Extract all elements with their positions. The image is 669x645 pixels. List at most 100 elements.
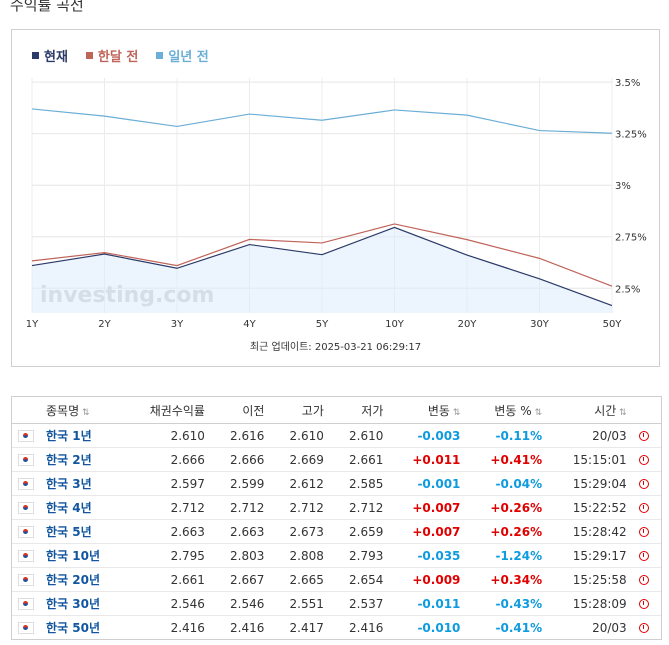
korea-flag-icon bbox=[18, 550, 34, 562]
cell-time: 15:22:52 bbox=[548, 495, 633, 520]
cell-low: 2.712 bbox=[329, 495, 390, 520]
sort-icon[interactable]: ⇅ bbox=[616, 407, 627, 418]
table-row: 한국 10년 2.795 2.803 2.808 2.793 -0.035 -1.24% 15… bbox=[12, 543, 661, 568]
flag-cell bbox=[12, 423, 40, 448]
clock-icon bbox=[638, 431, 649, 441]
legend-item[interactable]: 한달 전 bbox=[85, 46, 139, 65]
x-tick-label: 20Y bbox=[458, 319, 478, 330]
flag-cell bbox=[12, 591, 40, 616]
cell-low: 2.659 bbox=[329, 519, 390, 544]
cell-yield: 2.546 bbox=[124, 591, 211, 616]
clock-cell bbox=[632, 519, 661, 544]
column-header[interactable]: 이전 bbox=[210, 397, 271, 424]
sort-icon[interactable]: ⇅ bbox=[79, 407, 90, 418]
legend-swatch bbox=[156, 52, 164, 59]
cell-prev: 2.803 bbox=[210, 543, 271, 568]
cell-chg-pct: +0.41% bbox=[466, 447, 549, 472]
sort-icon[interactable]: ⇅ bbox=[531, 407, 543, 418]
flag-cell bbox=[12, 616, 40, 640]
clock-cell bbox=[632, 567, 661, 592]
bond-name-link[interactable]: 한국 20년 bbox=[40, 567, 125, 592]
flag-cell bbox=[12, 519, 40, 544]
korea-flag-icon bbox=[18, 454, 34, 466]
cell-time: 15:25:58 bbox=[548, 567, 633, 592]
column-header[interactable]: 변동 % ⇅ bbox=[466, 397, 549, 424]
bond-name-link[interactable]: 한국 10년 bbox=[40, 543, 125, 568]
bond-name-link[interactable]: 한국 1년 bbox=[40, 423, 125, 448]
flag-cell bbox=[12, 567, 40, 592]
cell-yield: 2.416 bbox=[170, 620, 205, 635]
cell-time: 15:28:42 bbox=[548, 519, 633, 544]
cell-chg: -0.011 bbox=[389, 591, 467, 616]
legend-item[interactable]: 일년 전 bbox=[156, 46, 209, 65]
korea-flag-icon bbox=[18, 526, 34, 538]
flag-cell bbox=[12, 447, 40, 472]
sort-icon[interactable]: ⇅ bbox=[449, 407, 461, 418]
x-tick-label: 50Y bbox=[603, 319, 623, 330]
column-header[interactable]: 종목명 ⇅ bbox=[40, 397, 125, 424]
y-tick-label: 2.5% bbox=[615, 284, 640, 295]
bond-name-link[interactable]: 한국 4년 bbox=[40, 495, 125, 520]
cell-time: 15:29:04 bbox=[548, 471, 633, 496]
cell-prev: 2.666 bbox=[210, 447, 271, 472]
cell-chg: +0.009 bbox=[389, 567, 467, 592]
clock-icon bbox=[638, 623, 649, 633]
clock-icon bbox=[638, 503, 649, 513]
column-header-label: 저가 bbox=[361, 403, 384, 418]
bond-name-link[interactable]: 한국 50년 bbox=[46, 621, 100, 635]
cell-chg: -0.010 bbox=[417, 620, 461, 635]
column-header[interactable]: 고가 bbox=[270, 397, 330, 424]
y-tick-label: 2.75% bbox=[615, 233, 647, 244]
series-line-2 bbox=[31, 108, 613, 134]
cell-prev: 2.416 bbox=[230, 620, 265, 635]
x-tick-label: 30Y bbox=[530, 319, 550, 330]
flag-cell bbox=[12, 471, 40, 496]
bond-name-link[interactable]: 한국 3년 bbox=[40, 471, 125, 496]
update-timestamp: 최근 업데이트: 2025-03-21 06:29:17 bbox=[249, 342, 422, 353]
table-row: 한국 1년 2.610 2.616 2.610 2.610 -0.003 -0.11% 20/… bbox=[12, 423, 661, 448]
column-header[interactable]: 채권수익률 bbox=[124, 397, 211, 424]
cell-high: 2.673 bbox=[270, 519, 330, 544]
cell-time: 20/03 bbox=[592, 620, 627, 635]
clock-cell bbox=[632, 447, 661, 472]
cell-yield: 2.712 bbox=[124, 495, 211, 520]
table-header-row: 종목명 ⇅ 채권수익률 이전 고가 저가 변동 ⇅ 변동 % ⇅ 시간 ⇅ bbox=[12, 397, 661, 424]
x-tick-label: 5Y bbox=[316, 319, 329, 330]
cell-time: 15:29:17 bbox=[548, 543, 633, 568]
clock-cell bbox=[632, 543, 661, 568]
table-row: 한국 3년 2.597 2.599 2.612 2.585 -0.001 -0.04% 15:… bbox=[12, 471, 661, 496]
bond-name-link[interactable]: 한국 5년 bbox=[40, 519, 125, 544]
cell-chg-pct: -0.11% bbox=[466, 423, 549, 448]
column-header-label: 변동 bbox=[427, 403, 450, 418]
cell-chg-pct: +0.26% bbox=[466, 495, 549, 520]
cell-high: 2.669 bbox=[270, 447, 330, 472]
cell-time: 20/03 bbox=[548, 423, 633, 448]
x-tick-label: 2Y bbox=[98, 319, 111, 330]
flag-cell bbox=[12, 543, 40, 568]
legend-label: 한달 전 bbox=[97, 50, 139, 65]
cell-low: 2.610 bbox=[329, 423, 390, 448]
column-header[interactable]: 저가 bbox=[329, 397, 390, 424]
series-line-1 bbox=[31, 223, 613, 287]
column-header[interactable]: 시간 ⇅ bbox=[548, 397, 633, 424]
cell-low: 2.654 bbox=[329, 567, 390, 592]
cell-time: 15:28:09 bbox=[548, 591, 633, 616]
cell-prev: 2.712 bbox=[210, 495, 271, 520]
cell-high: 2.665 bbox=[270, 567, 330, 592]
cell-high: 2.417 bbox=[289, 620, 324, 635]
cell-high: 2.551 bbox=[270, 591, 330, 616]
cell-low: 2.416 bbox=[349, 620, 384, 635]
column-header[interactable]: 변동 ⇅ bbox=[389, 397, 467, 424]
column-header-label: 채권수익률 bbox=[149, 403, 205, 418]
cell-chg: +0.011 bbox=[389, 447, 467, 472]
legend-item[interactable]: 현재 bbox=[32, 46, 68, 65]
legend-swatch bbox=[32, 52, 39, 59]
cell-high: 2.612 bbox=[270, 471, 330, 496]
bond-name-link[interactable]: 한국 30년 bbox=[40, 591, 125, 616]
bond-name-link[interactable]: 한국 2년 bbox=[40, 447, 125, 472]
clock-cell bbox=[632, 471, 661, 496]
legend-swatch bbox=[85, 52, 93, 59]
cell-chg-pct: +0.34% bbox=[466, 567, 549, 592]
header-flag bbox=[12, 397, 40, 424]
header-clock bbox=[632, 397, 661, 424]
